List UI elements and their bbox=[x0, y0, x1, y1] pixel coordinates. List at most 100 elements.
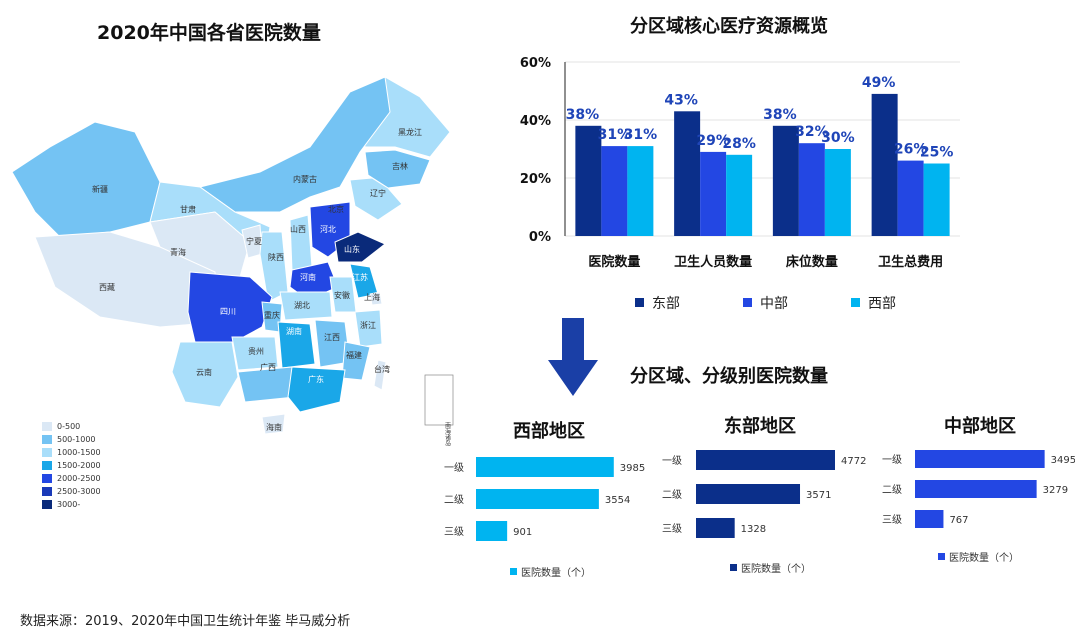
category-label: 二级 bbox=[882, 484, 902, 496]
inset-box bbox=[424, 374, 454, 426]
province-label: 上海 bbox=[364, 292, 380, 302]
arrow-head bbox=[548, 360, 598, 396]
category-label: 三级 bbox=[662, 523, 682, 535]
value-label: 3554 bbox=[605, 495, 630, 506]
bar bbox=[476, 489, 599, 509]
legend-swatch bbox=[42, 461, 52, 470]
category-label: 一级 bbox=[882, 454, 902, 466]
legend-label: 0-500 bbox=[57, 422, 81, 431]
grouped-bar-chart: 0% 20% 40% 60% 38% 31%31% 医院数量 43% 29%28% 卫生人员数量 3… bbox=[520, 56, 960, 312]
bar-西部 bbox=[726, 154, 753, 236]
legend-swatch bbox=[730, 564, 737, 571]
legend-swatch bbox=[42, 500, 52, 509]
province-label: 河南 bbox=[300, 272, 316, 282]
x-tick-label: 卫生人员数量 bbox=[674, 254, 752, 270]
province-浙江 bbox=[354, 309, 383, 348]
province-湖南 bbox=[277, 321, 316, 369]
bar-西部 bbox=[824, 149, 851, 236]
bar-中部 bbox=[798, 143, 825, 236]
bar-西部 bbox=[923, 163, 950, 236]
province-label: 重庆 bbox=[264, 310, 280, 320]
bar-中部 bbox=[700, 151, 727, 236]
legend-label: 1000-1500 bbox=[57, 448, 101, 457]
legend-swatch bbox=[42, 422, 52, 431]
legend-item: 500-1000 bbox=[42, 433, 101, 446]
province-label: 青海 bbox=[170, 247, 186, 257]
legend-label: 中部 bbox=[760, 296, 788, 312]
legend-swatch bbox=[42, 474, 52, 483]
province-山东 bbox=[334, 231, 386, 263]
map-legend: 0-500 500-1000 1000-1500 1500-2000 2000-2500… bbox=[42, 420, 101, 511]
province-福建 bbox=[341, 341, 371, 381]
data-label: 29% bbox=[696, 133, 730, 149]
province-label: 四川 bbox=[220, 307, 236, 316]
bar bbox=[696, 450, 835, 470]
china-map: 黑龙江 吉林 辽宁 内蒙古 新疆 甘肃 青海 西藏 宁夏 陕西 山西 北京 河北 山东 河南 江苏 上海 安徽 湖北… bbox=[10, 72, 455, 509]
value-label: 1328 bbox=[741, 524, 766, 535]
region-title: 中部地区 bbox=[944, 415, 1016, 437]
data-label: 26% bbox=[894, 142, 928, 158]
value-label: 767 bbox=[949, 515, 968, 526]
province-label: 江西 bbox=[324, 333, 340, 342]
bar-东部 bbox=[674, 111, 701, 236]
province-label: 宁夏 bbox=[246, 236, 262, 246]
legend-swatch bbox=[42, 448, 52, 457]
region-title: 东部地区 bbox=[724, 415, 796, 437]
value-label: 3495 bbox=[1051, 455, 1075, 466]
province-云南 bbox=[171, 341, 239, 408]
province-label: 辽宁 bbox=[370, 188, 386, 198]
legend-label: 3000- bbox=[57, 500, 81, 509]
y-tick-label: 20% bbox=[520, 172, 551, 187]
y-tick-label: 40% bbox=[520, 114, 551, 129]
province-广东 bbox=[287, 366, 346, 413]
province-label: 山东 bbox=[344, 244, 360, 254]
legend-label: 医院数量（个） bbox=[741, 562, 811, 575]
arrow-shaft bbox=[562, 318, 584, 362]
province-label: 甘肃 bbox=[180, 204, 196, 214]
province-label: 湖南 bbox=[286, 326, 302, 336]
category-label: 二级 bbox=[662, 489, 682, 501]
data-label: 43% bbox=[664, 92, 698, 108]
province-label: 安徽 bbox=[334, 290, 350, 300]
province-label: 黑龙江 bbox=[398, 127, 422, 137]
province-label: 福建 bbox=[346, 350, 362, 360]
province-label: 陕西 bbox=[268, 252, 284, 262]
map-title: 2020年中国各省医院数量 bbox=[97, 22, 321, 44]
province-贵州 bbox=[231, 336, 279, 371]
legend-swatch bbox=[743, 298, 752, 307]
province-label: 西藏 bbox=[99, 282, 115, 292]
province-新疆 bbox=[11, 121, 161, 238]
province-陕西 bbox=[259, 231, 289, 303]
bar bbox=[696, 518, 735, 538]
province-label: 内蒙古 bbox=[293, 174, 317, 184]
category-label: 二级 bbox=[444, 494, 464, 506]
bar bbox=[915, 450, 1045, 468]
value-label: 4772 bbox=[841, 456, 866, 467]
province-吉林 bbox=[364, 149, 431, 189]
x-tick-label: 床位数量 bbox=[786, 254, 838, 270]
legend-label: 西部 bbox=[868, 296, 896, 312]
data-label: 31% bbox=[624, 127, 658, 143]
legend-item: 1500-2000 bbox=[42, 459, 101, 472]
legend-label: 1500-2000 bbox=[57, 461, 101, 470]
bar bbox=[696, 484, 801, 504]
category-label: 一级 bbox=[662, 455, 682, 467]
legend-item: 2000-2500 bbox=[42, 472, 101, 485]
inset-label: 南海诸岛 bbox=[444, 421, 451, 447]
value-label: 3571 bbox=[806, 490, 831, 501]
legend-swatch bbox=[851, 298, 860, 307]
province-上海 bbox=[369, 291, 383, 306]
subchart-title: 分区域、分级别医院数量 bbox=[630, 366, 828, 387]
legend-swatch bbox=[42, 487, 52, 496]
y-tick-label: 0% bbox=[529, 230, 551, 245]
data-label: 32% bbox=[795, 124, 829, 140]
value-label: 3279 bbox=[1043, 485, 1068, 496]
data-label: 31% bbox=[598, 127, 632, 143]
province-label: 湖北 bbox=[294, 301, 310, 310]
bar-东部 bbox=[772, 125, 799, 236]
province-label: 吉林 bbox=[392, 161, 408, 171]
province-label: 云南 bbox=[196, 367, 212, 377]
